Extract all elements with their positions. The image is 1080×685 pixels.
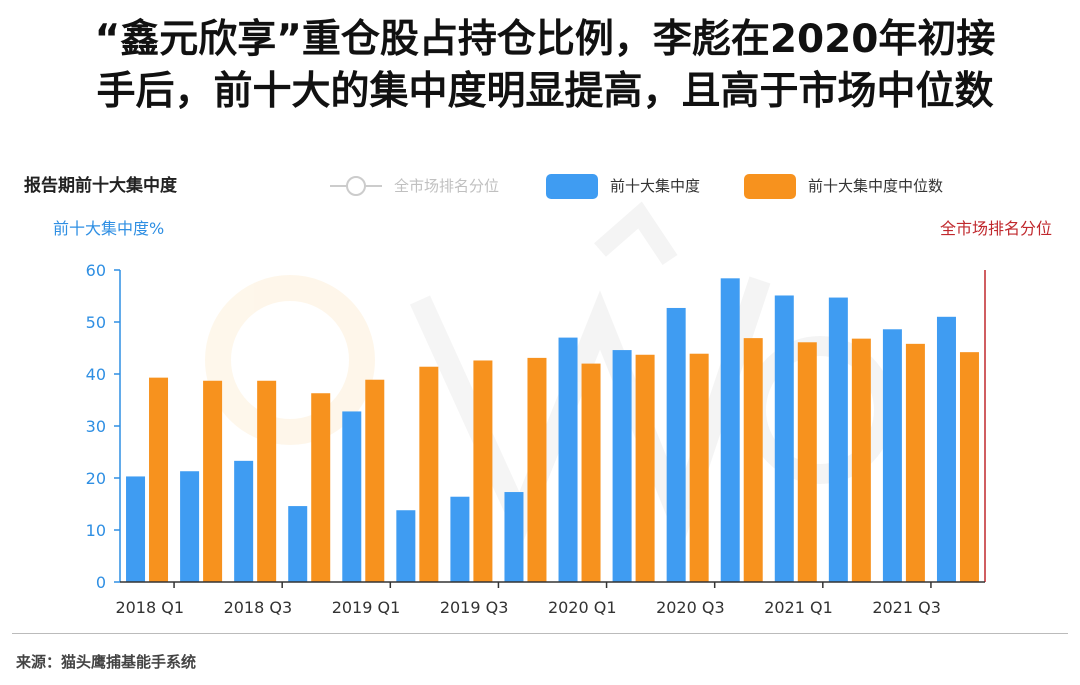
headline-line-2: 手后，前十大的集中度明显提高，且高于市场中位数 xyxy=(96,69,994,114)
y-tick-label: 0 xyxy=(96,573,106,592)
bar-median xyxy=(311,393,331,582)
bar-concentration xyxy=(504,492,524,582)
bar-concentration xyxy=(612,350,632,582)
x-tick-label: 2021 Q1 xyxy=(764,598,833,617)
bar-median xyxy=(203,380,223,582)
bar-concentration xyxy=(720,278,740,582)
y-tick-label: 60 xyxy=(86,261,106,280)
y-tick-label: 10 xyxy=(86,521,106,540)
x-tick-label: 2018 Q3 xyxy=(224,598,293,617)
bar-median xyxy=(851,338,871,582)
x-tick-label: 2019 Q1 xyxy=(332,598,401,617)
plot-area: 0 10 20 30 40 50 60 2018 Q1 2018 Q3 2019 Q1 2019 Q… xyxy=(86,261,986,617)
legend-item-concentration[interactable]: 前十大集中度 xyxy=(546,174,700,199)
chart-title: 报告期前十大集中度 xyxy=(24,175,178,196)
bar-concentration xyxy=(666,307,686,582)
headline-line-1: “鑫元欣享”重仓股占持仓比例，李彪在2020年初接 xyxy=(94,17,996,62)
legend-item-rank[interactable]: 全市场排名分位 xyxy=(330,176,499,196)
y-tick-label: 20 xyxy=(86,469,106,488)
x-tick-label: 2021 Q3 xyxy=(872,598,941,617)
y-tick-label: 50 xyxy=(86,313,106,332)
y-tick-label: 40 xyxy=(86,365,106,384)
bar-concentration xyxy=(936,316,956,582)
bar-concentration xyxy=(774,295,794,582)
bar-median xyxy=(419,366,439,582)
bar-median xyxy=(149,377,169,582)
bar-median xyxy=(527,357,547,582)
legend-label-median: 前十大集中度中位数 xyxy=(808,177,943,195)
bar-median xyxy=(959,352,979,582)
bar-concentration xyxy=(882,329,902,582)
bar-median xyxy=(635,354,655,582)
legend: 全市场排名分位 前十大集中度 前十大集中度中位数 xyxy=(330,174,943,199)
footer-divider xyxy=(12,633,1068,634)
bar-concentration xyxy=(396,510,416,582)
bar-concentration xyxy=(828,297,848,582)
bar-median xyxy=(797,342,817,582)
bar-chart: 报告期前十大集中度 全市场排名分位 前十大集中度 前十大集中度中位数 前十大集中… xyxy=(24,174,1052,617)
x-tick-label: 2019 Q3 xyxy=(440,598,509,617)
source-note: 来源：猫头鹰捕基能手系统 xyxy=(16,653,197,671)
bar-concentration xyxy=(180,471,200,582)
x-tick-label: 2018 Q1 xyxy=(115,598,184,617)
chart-headline: “鑫元欣享”重仓股占持仓比例，李彪在2020年初接 手后，前十大的集中度明显提高… xyxy=(30,14,1060,118)
y-axis-label-right: 全市场排名分位 xyxy=(940,219,1052,238)
bar-concentration xyxy=(450,496,470,582)
x-tick-label: 2020 Q1 xyxy=(548,598,617,617)
legend-item-median[interactable]: 前十大集中度中位数 xyxy=(744,174,943,199)
bar-concentration xyxy=(342,411,362,582)
y-axis-label-left: 前十大集中度% xyxy=(53,219,164,238)
bar-concentration xyxy=(126,476,146,582)
bar-median xyxy=(473,360,493,582)
bar-concentration xyxy=(558,337,578,582)
bar-median xyxy=(365,379,385,582)
bar-median xyxy=(743,338,763,582)
bar-concentration xyxy=(288,506,308,582)
x-tick-label: 2020 Q3 xyxy=(656,598,725,617)
bar-median xyxy=(905,343,925,582)
bar-median xyxy=(689,353,709,582)
bar-median xyxy=(257,380,277,582)
bar-median xyxy=(581,363,601,582)
legend-label-rank: 全市场排名分位 xyxy=(394,177,499,195)
legend-label-concentration: 前十大集中度 xyxy=(610,177,700,195)
bar-concentration xyxy=(234,460,254,582)
y-tick-label: 30 xyxy=(86,417,106,436)
